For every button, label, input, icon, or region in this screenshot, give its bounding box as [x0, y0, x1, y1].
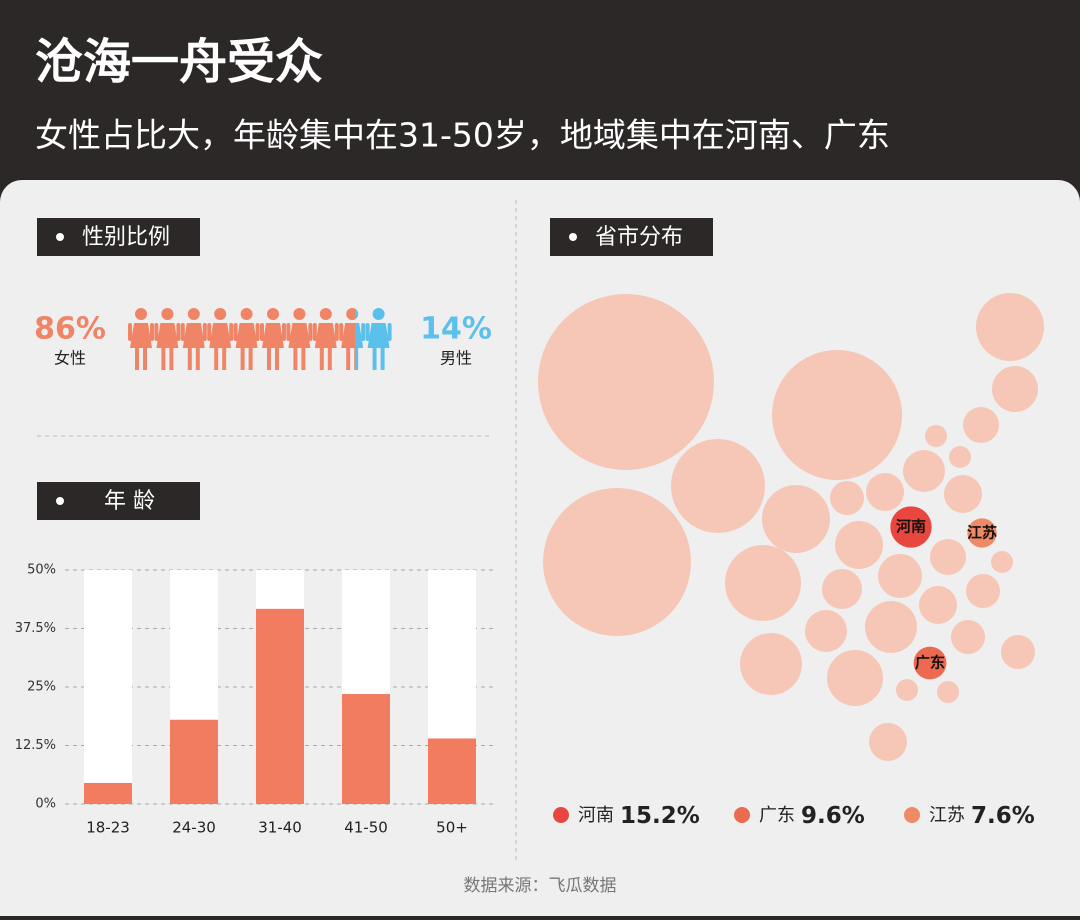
bubble — [967, 518, 997, 548]
bar — [84, 782, 132, 804]
bullet — [56, 497, 64, 505]
y-tick-label: 12.5% — [15, 738, 56, 753]
decor-bubble — [866, 473, 904, 511]
percent-label: 86% — [34, 312, 106, 347]
legend-dot — [734, 807, 750, 823]
decor-bubble — [725, 545, 801, 621]
bubble — [913, 646, 947, 680]
bullet — [56, 233, 64, 241]
decor-bubble — [903, 450, 945, 492]
decor-bubble — [740, 633, 802, 695]
bullet — [569, 233, 577, 241]
x-tick-label: 41-50 — [344, 819, 388, 837]
legend-value: 7.6% — [971, 803, 1035, 829]
section-label-bg — [37, 482, 200, 520]
decor-bubble — [976, 293, 1044, 361]
gender-label: 男性 — [440, 349, 472, 368]
gender-label: 女性 — [54, 349, 86, 368]
section-title: 年 龄 — [104, 489, 155, 514]
decor-bubble — [930, 539, 966, 575]
decor-bubble — [543, 488, 691, 636]
bar — [256, 608, 304, 804]
decor-bubble — [671, 439, 765, 533]
bar — [342, 694, 390, 804]
decor-bubble — [937, 681, 959, 703]
decor-bubble — [919, 586, 957, 624]
section-label-bg — [37, 218, 200, 256]
decor-bubble — [992, 366, 1038, 412]
x-tick-label: 24-30 — [172, 819, 216, 837]
decor-bubble — [896, 679, 918, 701]
section-title: 省市分布 — [595, 225, 683, 250]
decor-bubble — [830, 481, 864, 515]
legend-name: 河南 — [578, 805, 614, 826]
x-tick-label: 31-40 — [258, 819, 302, 837]
y-tick-label: 50% — [27, 563, 56, 578]
percent-label: 14% — [420, 312, 492, 347]
legend-item: 江苏 7.6% — [929, 803, 1035, 829]
panel — [0, 180, 1080, 920]
section-label-bg — [550, 218, 713, 256]
bubble — [890, 506, 932, 548]
bubble-label: 河南 — [896, 518, 926, 536]
decor-bubble — [944, 475, 982, 513]
y-tick-label: 37.5% — [15, 621, 56, 636]
bar — [170, 719, 218, 804]
legend-item: 广东 9.6% — [759, 803, 865, 829]
decor-bubble — [762, 485, 830, 553]
decor-bubble — [925, 425, 947, 447]
decor-bubble — [991, 551, 1013, 573]
decor-bubble — [1001, 635, 1035, 669]
bubble-label: 江苏 — [967, 524, 997, 542]
legend-value: 9.6% — [801, 803, 865, 829]
decor-bubble — [805, 610, 847, 652]
decor-bubble — [865, 601, 917, 653]
decor-bubble — [878, 554, 922, 598]
decor-bubble — [949, 446, 971, 468]
decor-bubble — [538, 294, 714, 470]
decor-bubble — [951, 620, 985, 654]
bubble-label: 广东 — [915, 654, 945, 672]
x-tick-label: 18-23 — [86, 819, 130, 837]
source: 数据来源：飞瓜数据 — [464, 876, 617, 896]
legend-value: 15.2% — [620, 803, 700, 829]
x-tick-label: 50+ — [436, 819, 468, 837]
decor-bubble — [869, 723, 907, 761]
legend-dot — [553, 807, 569, 823]
legend-dot — [904, 807, 920, 823]
y-tick-label: 25% — [27, 680, 56, 695]
decor-bubble — [963, 407, 999, 443]
decor-bubble — [772, 350, 902, 480]
legend-item: 河南 15.2% — [578, 803, 700, 829]
legend-name: 江苏 — [929, 805, 965, 826]
decor-bubble — [835, 521, 883, 569]
header-bg — [0, 0, 1080, 200]
subtitle: 女性占比大，年龄集中在31-50岁，地域集中在河南、广东 — [35, 116, 890, 155]
decor-bubble — [822, 569, 862, 609]
decor-bubble — [827, 650, 883, 706]
legend-name: 广东 — [759, 805, 795, 826]
bar-track — [84, 570, 132, 804]
section-title: 性别比例 — [82, 225, 170, 250]
decor-bubble — [966, 574, 1000, 608]
bar — [428, 738, 476, 804]
title: 沧海一舟受众 — [35, 34, 323, 90]
y-tick-label: 0% — [35, 797, 56, 812]
